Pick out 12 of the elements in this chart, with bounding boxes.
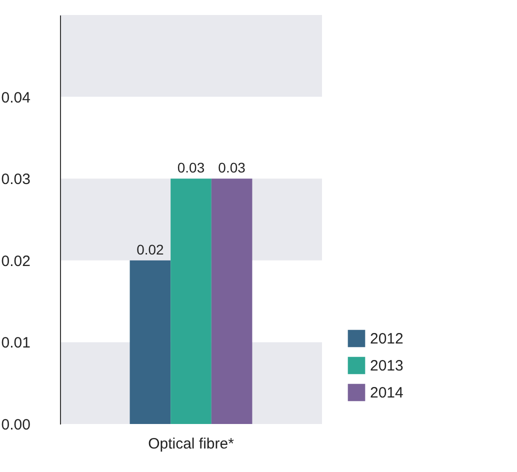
data-label: 0.03 [177, 160, 205, 176]
legend-label: 2012 [370, 330, 404, 348]
data-label: 0.03 [218, 160, 246, 176]
x-tick-label: Optical fibre* [148, 436, 234, 452]
legend-label: 2013 [370, 358, 404, 374]
data-label: 0.02 [136, 241, 164, 258]
y-tick-label: 0.03 [1, 171, 30, 188]
y-tick-label: 0.04 [1, 89, 30, 106]
legend-label: 2014 [370, 384, 404, 402]
y-tick-label: 0.02 [1, 252, 30, 270]
y-tick-label: 0.00 [1, 416, 30, 434]
y-tick-label: 0.01 [1, 334, 30, 352]
